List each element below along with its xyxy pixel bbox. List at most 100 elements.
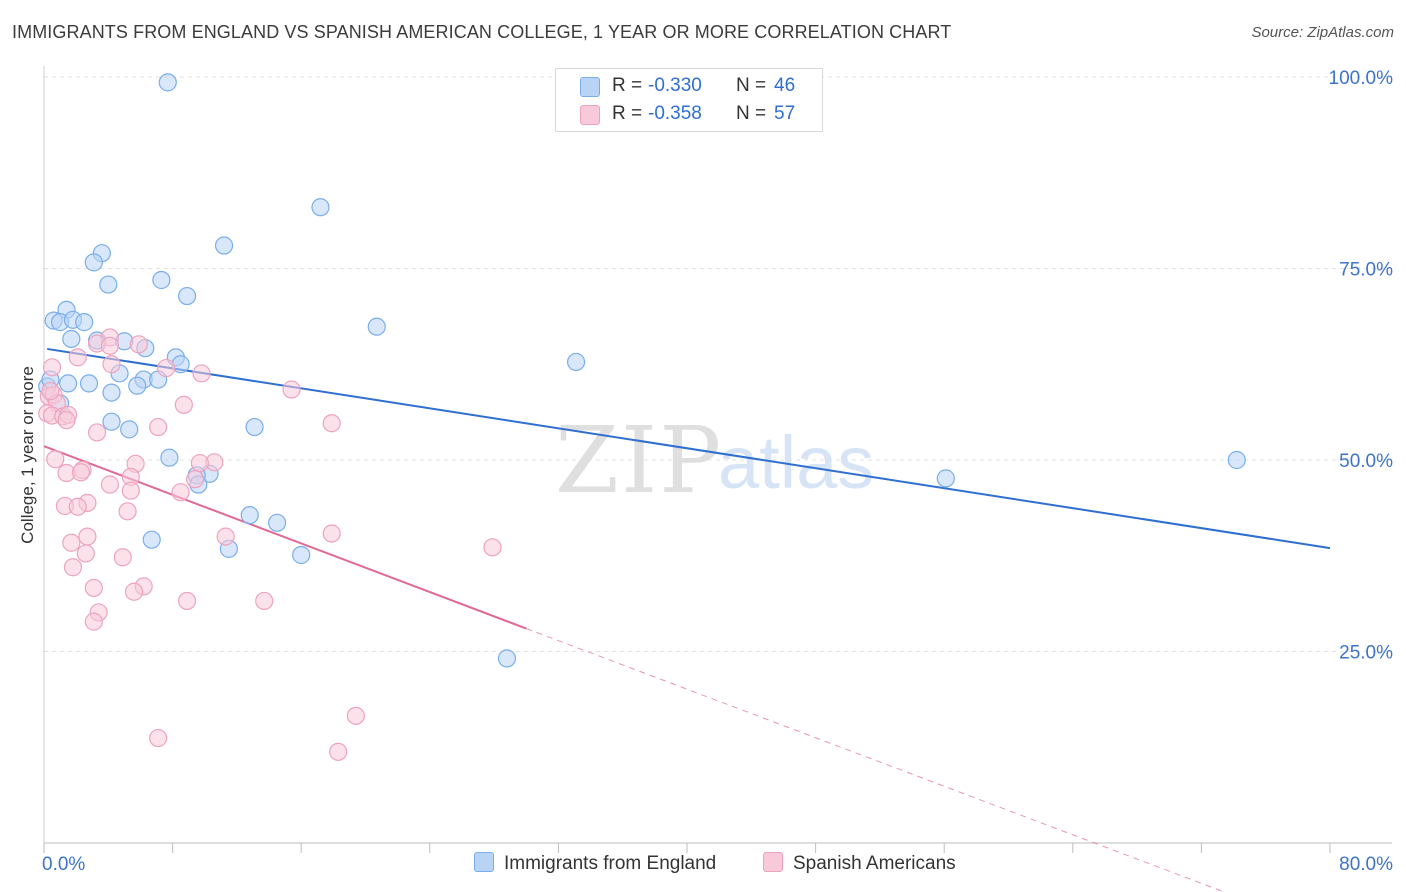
y-tick-label: 25.0%	[1339, 643, 1393, 664]
point-spanish	[100, 336, 120, 355]
point-england	[292, 545, 311, 565]
point-england	[245, 417, 264, 437]
source-note: Source: ZipAtlas.com	[1251, 24, 1394, 41]
point-england	[177, 286, 197, 306]
point-spanish	[68, 348, 87, 367]
axes	[43, 66, 1392, 853]
point-spanish	[216, 527, 235, 546]
x-tick-label: 80.0%	[1339, 854, 1393, 875]
bottom-legend-spanish: Spanish Americans	[763, 852, 956, 875]
bottom-legend-swatch-spanish	[763, 852, 783, 872]
point-england	[152, 270, 171, 290]
point-spanish	[124, 582, 144, 601]
legend-n-value: 46	[774, 75, 796, 96]
point-england	[59, 374, 78, 393]
point-spanish	[42, 358, 62, 377]
bottom-legend-label-england: Immigrants from England	[504, 853, 717, 874]
point-england	[79, 374, 99, 393]
point-spanish	[329, 742, 348, 761]
point-england	[267, 513, 287, 532]
point-spanish	[62, 533, 81, 552]
stats-legend: R = -0.330 N = 46 R = -0.358 N = 57	[555, 68, 823, 132]
point-england	[160, 448, 179, 467]
point-spanish	[78, 527, 97, 546]
point-spanish	[171, 483, 190, 502]
legend-r-label: R =	[612, 103, 643, 124]
point-england	[102, 412, 121, 431]
point-england	[311, 198, 330, 217]
point-england	[1227, 450, 1246, 470]
point-england	[367, 317, 386, 336]
bottom-legend-swatch-england	[474, 852, 494, 872]
point-spanish	[186, 470, 205, 489]
legend-r-value: -0.358	[648, 103, 702, 124]
point-england	[128, 376, 147, 395]
point-england	[75, 313, 94, 332]
point-spanish	[102, 355, 121, 374]
point-spanish	[113, 548, 132, 567]
point-spanish	[149, 728, 168, 748]
trend-line-1	[43, 445, 527, 630]
point-england	[214, 236, 234, 255]
legend-swatch-spanish	[580, 105, 600, 125]
point-spanish	[190, 453, 210, 473]
point-spanish	[121, 481, 140, 500]
point-spanish	[76, 544, 95, 563]
legend-n-value: 57	[774, 103, 796, 124]
watermark: ZIP atlas	[555, 407, 874, 514]
point-spanish	[87, 423, 107, 442]
point-england	[84, 253, 103, 272]
point-spanish	[174, 395, 193, 414]
point-england	[158, 73, 177, 92]
point-spanish	[177, 591, 197, 611]
point-spanish	[118, 502, 137, 521]
bottom-legend-label-spanish: Spanish Americans	[793, 853, 956, 874]
point-spanish	[100, 475, 120, 494]
point-spanish	[157, 358, 176, 378]
point-spanish	[346, 706, 365, 725]
point-england	[99, 275, 118, 294]
legend-r-label: R =	[612, 75, 643, 96]
point-spanish	[68, 497, 87, 516]
x-tick-label: 0.0%	[42, 854, 85, 875]
point-spanish	[282, 380, 301, 399]
legend-n-label: N =	[736, 103, 767, 124]
legend-swatch-england	[580, 77, 600, 97]
watermark-zip: ZIP	[555, 407, 723, 514]
point-spanish	[71, 463, 91, 482]
point-england	[566, 352, 586, 372]
point-spanish	[149, 417, 168, 437]
point-england	[240, 506, 259, 525]
grid-lines	[44, 76, 1392, 652]
point-spanish	[84, 612, 103, 631]
point-england	[142, 530, 161, 549]
point-spanish	[255, 591, 274, 611]
y-tick-label: 75.0%	[1339, 260, 1393, 281]
watermark-atlas: atlas	[718, 421, 874, 504]
point-spanish	[84, 578, 103, 598]
point-england	[62, 329, 81, 349]
point-england	[497, 649, 517, 668]
bottom-legend-england: Immigrants from England	[474, 852, 716, 875]
point-spanish	[322, 414, 341, 433]
point-spanish	[63, 558, 83, 577]
chart-title: IMMIGRANTS FROM ENGLAND VS SPANISH AMERI…	[12, 22, 952, 42]
point-spanish	[192, 364, 211, 383]
y-tick-label: 100.0%	[1329, 68, 1394, 89]
legend-n-label: N =	[736, 75, 767, 96]
point-spanish	[46, 450, 65, 469]
point-england	[936, 469, 955, 488]
point-spanish	[483, 538, 502, 557]
legend-r-value: -0.330	[648, 75, 702, 96]
trend-line-extension-1	[526, 628, 1226, 892]
tick-labels: 100.0% 75.0% 50.0% 25.0% 0.0% 80.0%	[42, 68, 1393, 875]
point-england	[102, 383, 121, 402]
point-england	[120, 420, 139, 439]
y-tick-label: 50.0%	[1339, 451, 1393, 472]
trend-line-0	[47, 347, 1331, 550]
point-spanish	[41, 381, 60, 401]
point-spanish	[57, 411, 76, 430]
point-spanish	[129, 335, 148, 354]
data-points	[38, 73, 1246, 761]
